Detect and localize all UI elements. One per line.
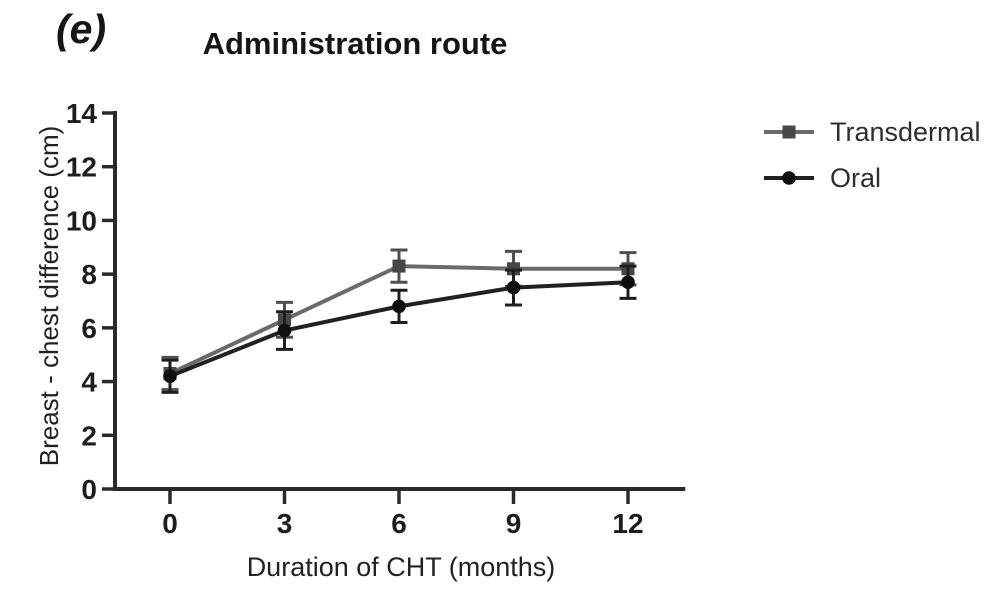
legend-marker-circle xyxy=(782,171,796,185)
circle-icon xyxy=(764,171,814,185)
figure-label: (e) xyxy=(56,6,107,52)
data-point-oral-4 xyxy=(621,275,635,290)
y-tick-label: 2 xyxy=(81,420,97,451)
y-tick-label: 6 xyxy=(81,313,97,344)
y-tick-label: 12 xyxy=(66,152,97,183)
legend: Transdermal Oral xyxy=(762,116,981,194)
legend-label-oral: Oral xyxy=(830,162,882,193)
y-tick-label: 10 xyxy=(66,205,97,236)
x-tick-label: 3 xyxy=(277,508,293,539)
y-tick-label: 0 xyxy=(81,474,97,505)
legend-marker-square xyxy=(782,125,796,139)
data-point-oral-3 xyxy=(506,280,521,295)
x-tick-label: 12 xyxy=(612,508,643,539)
chart-title: Administration route xyxy=(202,26,508,61)
y-tick-label: 14 xyxy=(66,98,98,129)
x-axis-label: Duration of CHT (months) xyxy=(246,552,556,582)
x-tick-label: 6 xyxy=(391,508,407,539)
data-point-oral-0 xyxy=(163,369,177,384)
legend-item-oral: Oral xyxy=(762,162,981,194)
x-tick-label: 0 xyxy=(162,508,178,539)
y-tick-label: 8 xyxy=(81,259,97,290)
data-point-oral-2 xyxy=(392,299,406,314)
legend-item-transdermal: Transdermal xyxy=(762,116,981,148)
data-point-transdermal-2 xyxy=(392,259,406,273)
y-tick-label: 4 xyxy=(81,367,97,398)
square-icon xyxy=(764,125,814,139)
x-tick-label: 9 xyxy=(506,508,522,539)
legend-label-transdermal: Transdermal xyxy=(830,116,981,147)
data-point-oral-1 xyxy=(277,323,292,338)
